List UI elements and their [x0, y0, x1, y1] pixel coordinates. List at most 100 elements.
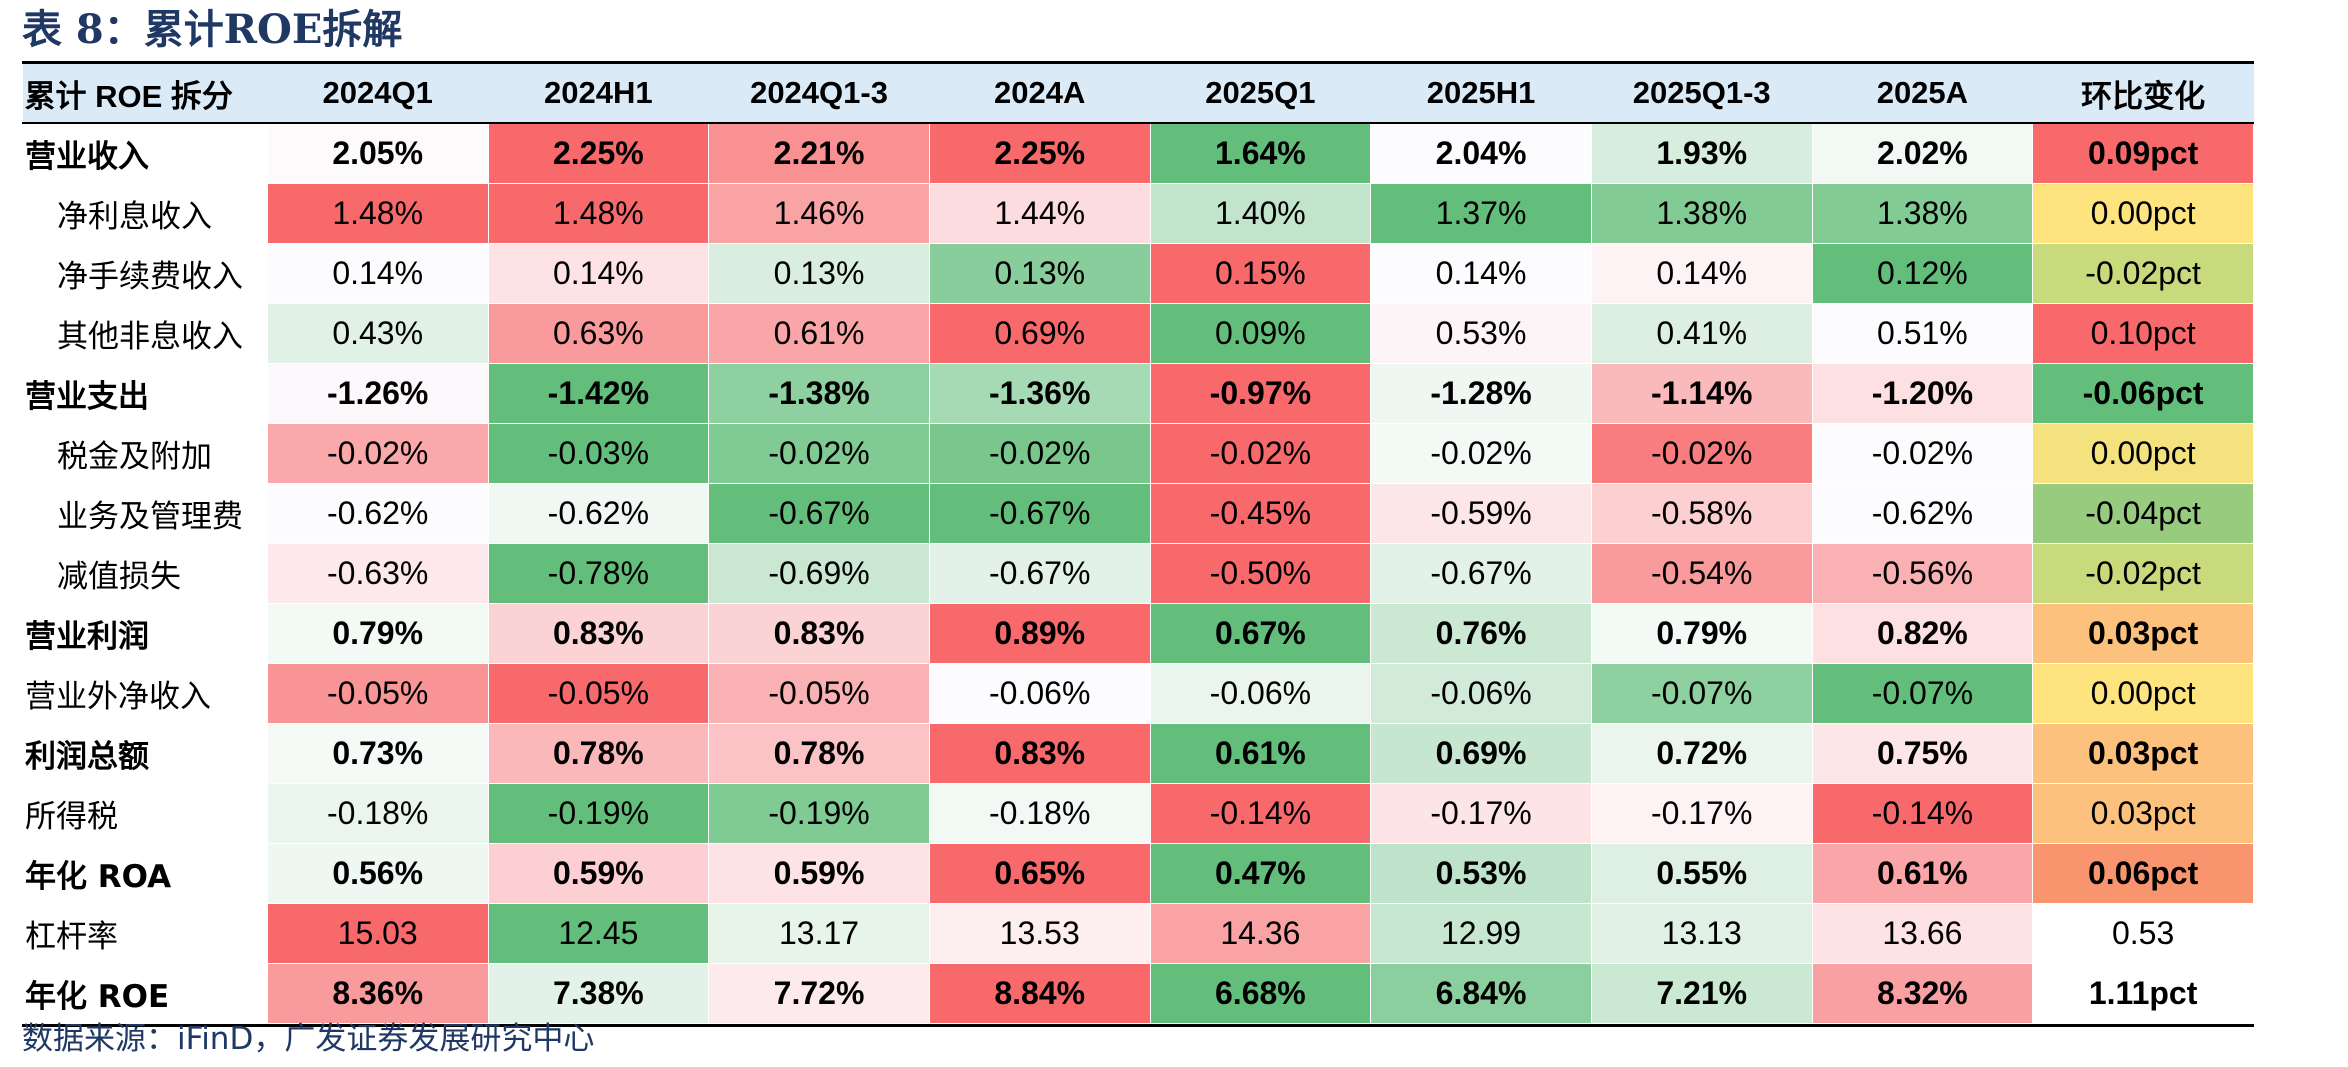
table-row: 年化 ROE 8.36% 7.38% 7.72% 8.84% 6.68% 6.84% 7.21…: [22, 963, 2254, 1024]
value-cell: 0.83%: [708, 603, 930, 664]
row-label: 税金及附加: [22, 423, 268, 484]
change-cell: 0.53: [2032, 903, 2254, 964]
value-cell: 0.15%: [1149, 243, 1372, 304]
change-cell: 0.03pct: [2032, 723, 2254, 784]
value-cell: 0.12%: [1811, 243, 2034, 304]
header-cell: 2024Q1: [267, 64, 489, 124]
value-cell: -0.97%: [1149, 363, 1372, 424]
value-cell: 1.48%: [487, 183, 710, 244]
value-cell: 14.36: [1149, 903, 1372, 964]
change-cell: 0.00pct: [2032, 663, 2254, 724]
value-cell: 0.59%: [708, 843, 930, 904]
value-cell: 2.02%: [1811, 122, 2034, 184]
value-cell: 0.14%: [1590, 243, 1813, 304]
table-row: 减值损失 -0.63% -0.78% -0.69% -0.67% -0.50% -0.67%…: [22, 543, 2254, 604]
change-cell: 1.11pct: [2032, 963, 2254, 1024]
header-cell: 2025A: [1812, 64, 2033, 124]
value-cell: 15.03: [266, 903, 489, 964]
value-cell: 0.14%: [487, 243, 710, 304]
value-cell: 0.51%: [1811, 303, 2034, 364]
value-cell: 0.89%: [928, 603, 1151, 664]
value-cell: -0.06%: [1370, 663, 1592, 724]
table-row: 净利息收入 1.48% 1.48% 1.46% 1.44% 1.40% 1.37% 1.38%…: [22, 183, 2254, 244]
value-cell: 0.69%: [1370, 723, 1592, 784]
value-cell: 2.25%: [928, 122, 1151, 184]
value-cell: 1.46%: [708, 183, 930, 244]
value-cell: 0.72%: [1590, 723, 1813, 784]
change-cell: 0.03pct: [2032, 783, 2254, 844]
table-row: 利润总额 0.73% 0.78% 0.78% 0.83% 0.61% 0.69% 0.72% 0…: [22, 723, 2254, 784]
table-row: 营业支出 -1.26% -1.42% -1.38% -1.36% -0.97% -1.28%…: [22, 363, 2254, 424]
value-cell: -1.20%: [1811, 363, 2034, 424]
header-rowhead: 累计 ROE 拆分: [22, 64, 268, 124]
value-cell: 1.93%: [1590, 122, 1813, 184]
change-cell: 0.00pct: [2032, 183, 2254, 244]
value-cell: -0.02%: [1370, 423, 1592, 484]
value-cell: 0.76%: [1370, 603, 1592, 664]
row-label: 营业收入: [22, 122, 268, 184]
row-label: 所得税: [22, 783, 268, 844]
value-cell: 1.40%: [1149, 183, 1372, 244]
value-cell: -1.14%: [1590, 363, 1813, 424]
row-label: 营业支出: [22, 363, 268, 424]
value-cell: -0.56%: [1811, 543, 2034, 604]
value-cell: -0.50%: [1149, 543, 1372, 604]
row-label: 净利息收入: [22, 183, 268, 244]
value-cell: 6.84%: [1370, 963, 1592, 1024]
value-cell: -0.67%: [928, 543, 1151, 604]
value-cell: 0.53%: [1370, 303, 1592, 364]
row-label: 业务及管理费: [22, 483, 268, 544]
value-cell: 0.65%: [928, 843, 1151, 904]
value-cell: 1.64%: [1149, 122, 1372, 184]
value-cell: -0.06%: [928, 663, 1151, 724]
value-cell: -0.02%: [928, 423, 1151, 484]
table-row: 净手续费收入 0.14% 0.14% 0.13% 0.13% 0.15% 0.14% 0.14…: [22, 243, 2254, 304]
table-body: 营业收入 2.05% 2.25% 2.21% 2.25% 1.64% 2.04% 1.93% 2…: [22, 122, 2254, 1024]
value-cell: 0.55%: [1590, 843, 1813, 904]
table-row: 营业利润 0.79% 0.83% 0.83% 0.89% 0.67% 0.76% 0.79% 0…: [22, 603, 2254, 664]
value-cell: 1.38%: [1590, 183, 1813, 244]
value-cell: 0.43%: [266, 303, 489, 364]
value-cell: -0.18%: [928, 783, 1151, 844]
value-cell: 12.45: [487, 903, 710, 964]
table-row: 营业外净收入 -0.05% -0.05% -0.05% -0.06% -0.06% -0.0…: [22, 663, 2254, 724]
value-cell: -0.63%: [266, 543, 489, 604]
value-cell: 8.84%: [928, 963, 1151, 1024]
value-cell: -0.02%: [266, 423, 489, 484]
value-cell: 0.13%: [928, 243, 1151, 304]
header-cell: 环比变化: [2032, 64, 2254, 124]
value-cell: 0.61%: [1149, 723, 1372, 784]
value-cell: -0.07%: [1811, 663, 2034, 724]
row-label: 营业利润: [22, 603, 268, 664]
value-cell: 0.78%: [708, 723, 930, 784]
table-row: 营业收入 2.05% 2.25% 2.21% 2.25% 1.64% 2.04% 1.93% 2…: [22, 122, 2254, 184]
value-cell: 0.61%: [708, 303, 930, 364]
table-header: 累计 ROE 拆分 2024Q1 2024H1 2024Q1-3 2024A 2025Q1…: [22, 64, 2254, 124]
value-cell: -0.67%: [708, 483, 930, 544]
value-cell: -1.26%: [266, 363, 489, 424]
value-cell: -0.58%: [1590, 483, 1813, 544]
change-cell: 0.10pct: [2032, 303, 2254, 364]
value-cell: 1.38%: [1811, 183, 2034, 244]
value-cell: 0.61%: [1811, 843, 2034, 904]
value-cell: 0.09%: [1149, 303, 1372, 364]
value-cell: -0.62%: [266, 483, 489, 544]
change-cell: -0.02pct: [2032, 543, 2254, 604]
value-cell: 13.17: [708, 903, 930, 964]
value-cell: -0.62%: [487, 483, 710, 544]
value-cell: 13.53: [928, 903, 1151, 964]
value-cell: 2.05%: [266, 122, 489, 184]
table-top-rule: [22, 61, 2254, 64]
table-row: 杠杆率 15.03 12.45 13.17 13.53 14.36 12.99 13.13 13…: [22, 903, 2254, 964]
table-row: 业务及管理费 -0.62% -0.62% -0.67% -0.67% -0.45% -0.5…: [22, 483, 2254, 544]
value-cell: 0.83%: [928, 723, 1151, 784]
value-cell: 13.13: [1590, 903, 1813, 964]
header-cell: 2025Q1-3: [1591, 64, 1813, 124]
value-cell: -0.02%: [1149, 423, 1372, 484]
value-cell: 0.83%: [487, 603, 710, 664]
value-cell: 0.73%: [266, 723, 489, 784]
change-cell: 0.09pct: [2032, 122, 2254, 184]
value-cell: 0.53%: [1370, 843, 1592, 904]
value-cell: -0.54%: [1590, 543, 1813, 604]
value-cell: -0.19%: [708, 783, 930, 844]
